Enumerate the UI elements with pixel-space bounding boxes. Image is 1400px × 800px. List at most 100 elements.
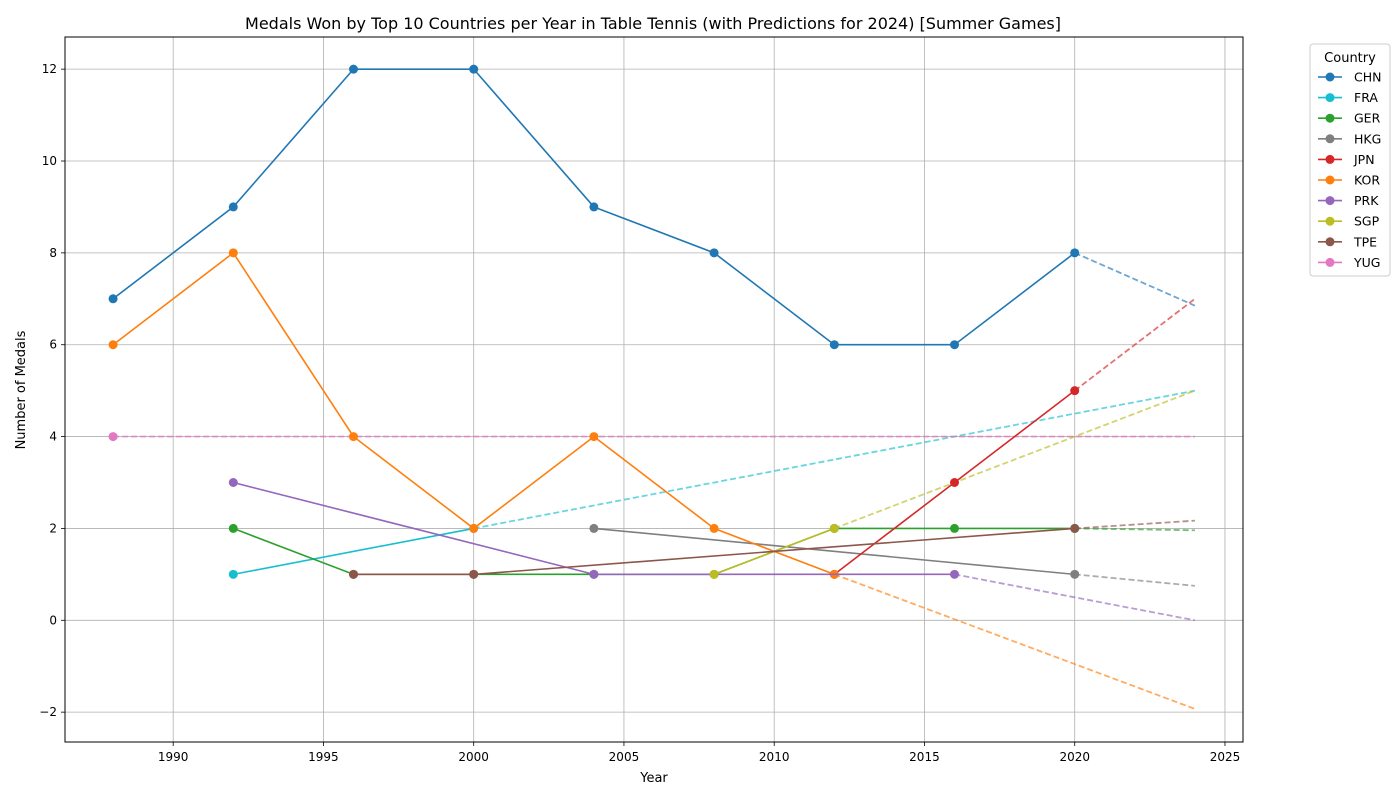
legend-label: SGP	[1354, 214, 1380, 229]
x-tick-label: 2000	[458, 750, 489, 764]
legend-label: YUG	[1353, 255, 1380, 270]
data-point-ger	[950, 523, 960, 533]
data-point-kor	[589, 432, 599, 442]
legend-item-yug: YUG	[1318, 255, 1380, 270]
x-axis-ticks: 1990 1995 2000 2005 2010 2015 2020 2025	[158, 742, 1240, 764]
x-tick-label: 2015	[909, 750, 940, 764]
data-point-chn	[829, 340, 839, 350]
data-point-kor	[108, 340, 118, 350]
legend-swatch-marker	[1325, 134, 1335, 144]
legend-label: HKG	[1354, 131, 1381, 146]
legend-swatch-marker	[1325, 93, 1335, 103]
prediction-line-sgp	[833, 389, 1196, 530]
legend-item-jpn: JPN	[1318, 152, 1375, 167]
x-tick-label: 2025	[1210, 750, 1241, 764]
legend-swatch-marker	[1325, 257, 1335, 267]
plot-frame	[64, 36, 1244, 743]
data-point-tpe	[469, 569, 479, 579]
prediction-line-tpe	[1074, 519, 1195, 530]
data-point-chn	[469, 64, 479, 74]
legend-swatch-marker	[1325, 154, 1335, 164]
data-point-chn	[709, 248, 719, 258]
y-tick-label: 0	[49, 613, 57, 627]
data-point-tpe	[348, 569, 358, 579]
legend-item-chn: CHN	[1318, 70, 1381, 85]
legend-label: FRA	[1354, 90, 1378, 105]
legend-swatch-marker	[1325, 237, 1335, 247]
data-point-prk	[589, 569, 599, 579]
legend-label: PRK	[1354, 193, 1379, 208]
data-point-prk	[950, 569, 960, 579]
series-line-tpe	[353, 527, 1075, 576]
legend-swatch-marker	[1325, 113, 1335, 123]
prediction-line-ger	[1074, 527, 1195, 532]
x-tick-label: 2010	[759, 750, 790, 764]
series-jpn	[829, 386, 1080, 579]
legend-swatch-marker	[1325, 216, 1335, 226]
legend-item-ger: GER	[1318, 111, 1381, 126]
legend-item-sgp: SGP	[1318, 214, 1380, 229]
legend-item-fra: FRA	[1318, 90, 1378, 105]
prediction-line-jpn	[1074, 298, 1196, 392]
y-tick-label: 8	[49, 246, 57, 260]
legend-swatch-marker	[1325, 175, 1335, 185]
series-line-hkg	[593, 527, 1075, 576]
series-lines	[108, 64, 1080, 579]
x-tick-label: 2020	[1059, 750, 1090, 764]
data-point-hkg	[1070, 569, 1080, 579]
data-point-jpn	[1070, 386, 1080, 396]
x-tick-label: 1995	[308, 750, 339, 764]
y-tick-label: 6	[49, 338, 57, 352]
legend-item-kor: KOR	[1318, 173, 1380, 188]
data-point-kor	[469, 523, 479, 533]
chart-title: Medals Won by Top 10 Countries per Year …	[245, 14, 1061, 33]
legend-item-prk: PRK	[1318, 193, 1379, 208]
y-tick-label: 12	[42, 62, 57, 76]
series-line-fra	[233, 527, 474, 576]
data-point-chn	[950, 340, 960, 350]
series-hkg	[589, 523, 1080, 579]
legend-label: KOR	[1354, 173, 1380, 188]
data-point-ger	[228, 523, 238, 533]
data-point-kor	[228, 248, 238, 258]
data-point-kor	[348, 432, 358, 442]
series-kor	[108, 248, 839, 579]
y-tick-label: 10	[42, 154, 57, 168]
series-tpe	[348, 523, 1080, 579]
data-point-yug	[108, 432, 118, 442]
prediction-line-hkg	[1074, 573, 1196, 587]
data-point-chn	[1070, 248, 1080, 258]
prediction-lines	[113, 252, 1196, 710]
legend-label: JPN	[1353, 152, 1375, 167]
y-tick-label: −2	[39, 705, 57, 719]
legend-swatch-marker	[1325, 196, 1335, 206]
x-axis-label: Year	[639, 771, 668, 786]
legend-label: TPE	[1353, 234, 1377, 249]
prediction-line-prk	[954, 573, 1196, 622]
data-point-kor	[709, 523, 719, 533]
legend-item-tpe: TPE	[1318, 234, 1377, 249]
data-point-prk	[228, 478, 238, 488]
series-prk	[228, 478, 960, 579]
series-line-ger	[233, 527, 1075, 576]
data-point-chn	[589, 202, 599, 212]
data-point-jpn	[950, 478, 960, 488]
data-point-chn	[228, 202, 238, 212]
y-tick-label: 2	[49, 521, 57, 535]
legend: Country CHN FRA GER HKG JPN KOR PRK SGP TPE YUG	[1309, 43, 1391, 277]
data-point-chn	[348, 64, 358, 74]
data-point-sgp	[829, 523, 839, 533]
y-axis-ticks: −2 0 2 4 6 8 10 12	[39, 62, 65, 719]
prediction-line-kor	[833, 573, 1196, 710]
legend-label: GER	[1354, 111, 1381, 126]
legend-item-hkg: HKG	[1318, 131, 1381, 146]
x-tick-label: 1990	[158, 750, 189, 764]
legend-swatch-marker	[1325, 72, 1335, 82]
series-yug	[108, 432, 118, 442]
grid-lines	[65, 37, 1243, 742]
series-chn	[108, 64, 1080, 350]
y-tick-label: 4	[49, 430, 57, 444]
data-point-fra	[228, 569, 238, 579]
prediction-line-fra	[473, 389, 1196, 530]
data-point-sgp	[709, 569, 719, 579]
